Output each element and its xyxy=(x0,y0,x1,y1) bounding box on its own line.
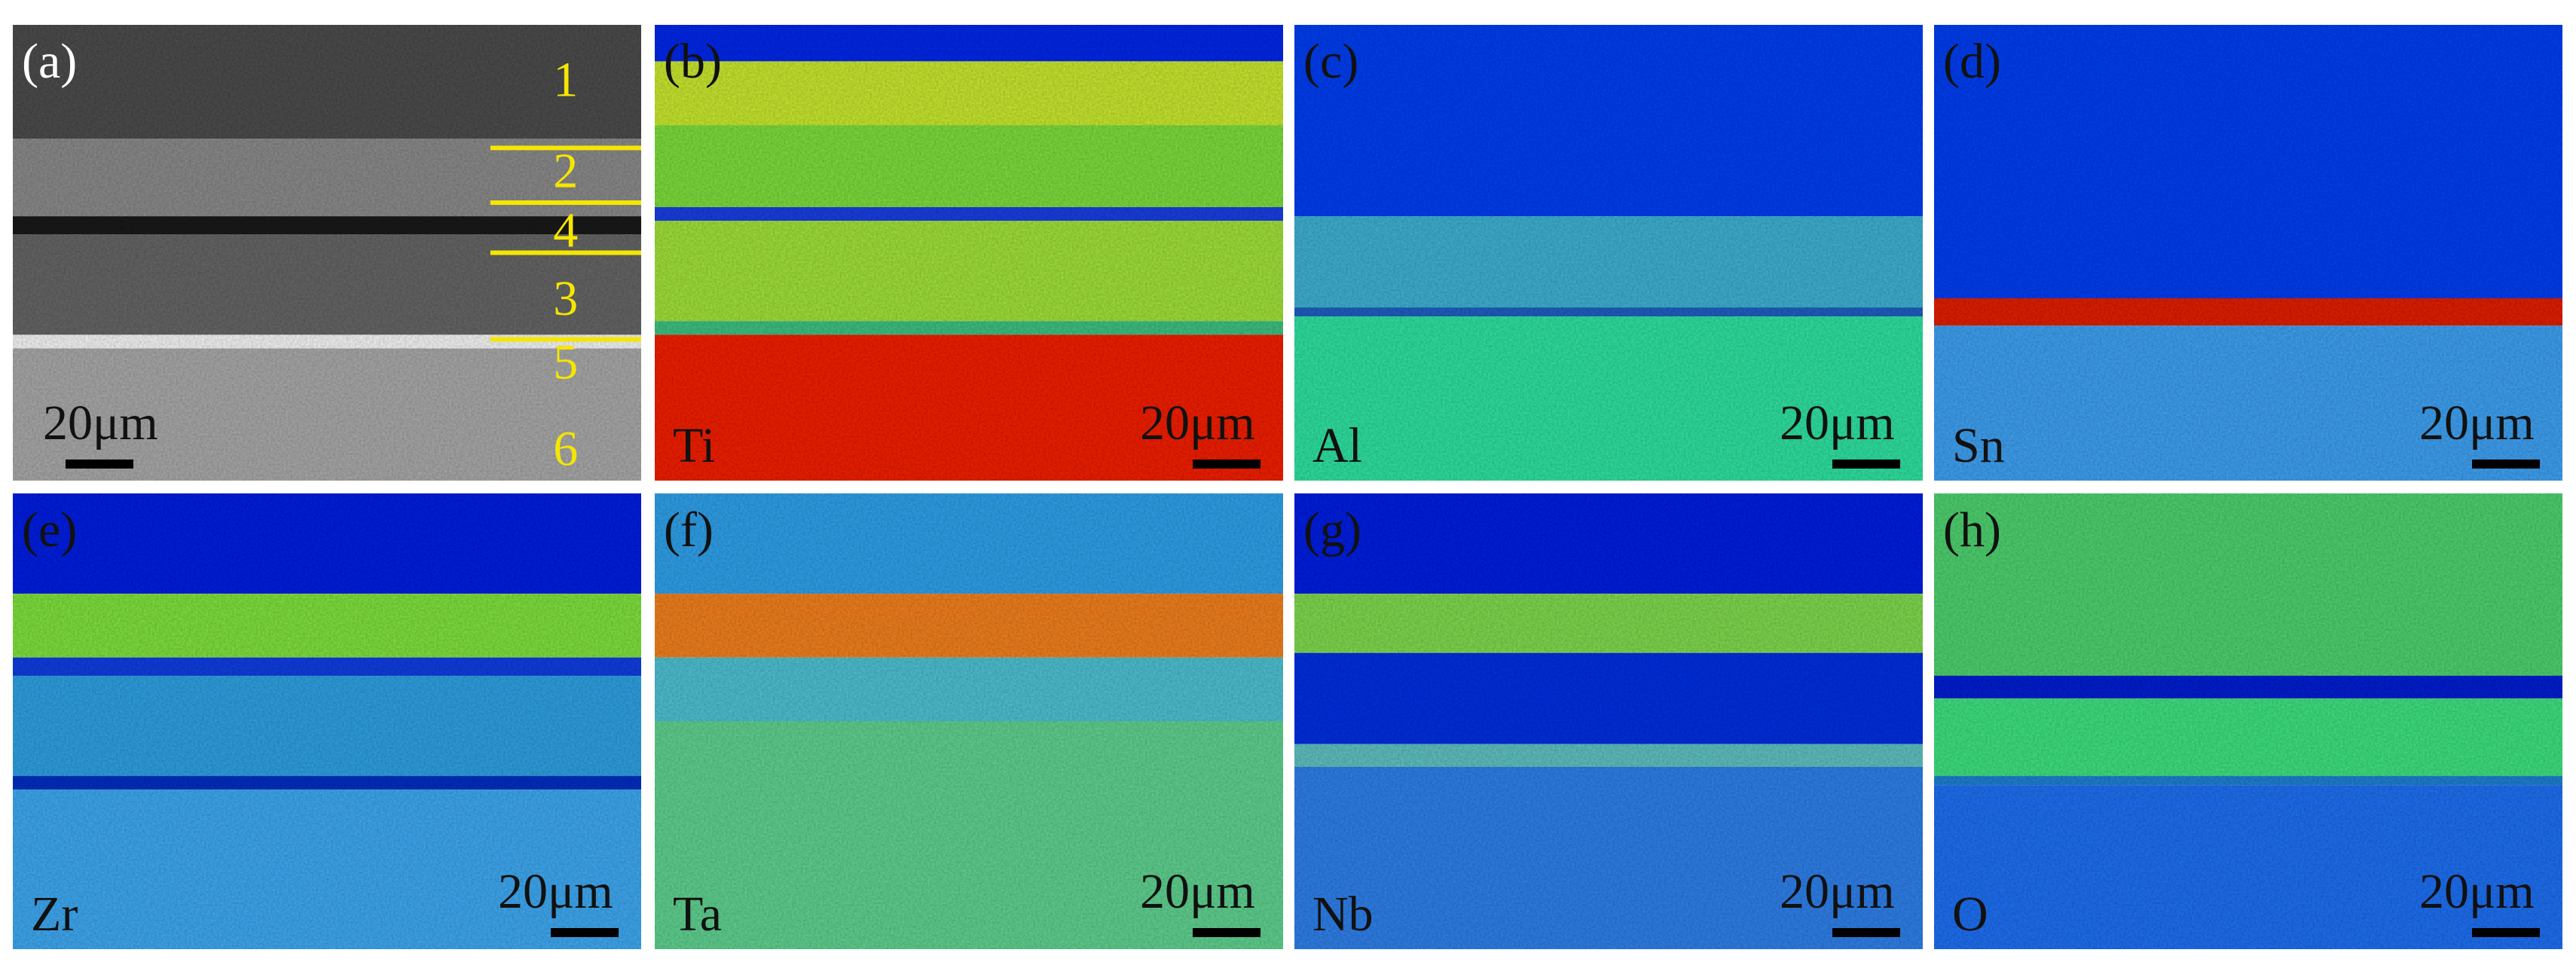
map-band xyxy=(655,594,1283,658)
map-band xyxy=(13,676,641,777)
layer-number: 5 xyxy=(553,335,578,390)
element-label: Nb xyxy=(1312,887,1374,942)
map-image xyxy=(13,493,641,949)
panel-label: (b) xyxy=(664,34,722,89)
panel-label: (c) xyxy=(1303,34,1358,89)
map-band xyxy=(13,776,641,790)
scale-bar-label: 20μm xyxy=(1780,395,1895,450)
map-band xyxy=(1294,316,1923,481)
map-band xyxy=(655,721,1283,949)
scale-bar xyxy=(2472,928,2540,937)
panel: (d) Sn 20μm xyxy=(1934,25,2562,481)
scale-bar-label: 20μm xyxy=(1140,395,1255,450)
layer-number: 6 xyxy=(553,422,578,477)
map-band xyxy=(1934,298,2562,326)
map-image xyxy=(1934,25,2562,481)
scale-bar xyxy=(1193,460,1260,469)
map-band xyxy=(655,125,1283,207)
panel-label: (e) xyxy=(22,502,77,557)
panel-label: (d) xyxy=(1943,34,2001,89)
panel-label: (h) xyxy=(1943,502,2001,557)
map-band xyxy=(655,657,1283,722)
map-band xyxy=(655,61,1283,126)
element-label: Ta xyxy=(673,887,722,942)
scale-bar xyxy=(66,460,133,469)
scale-bar xyxy=(1193,928,1260,937)
map-band xyxy=(1294,652,1923,744)
scale-bar-label: 20μm xyxy=(43,395,158,450)
map-image xyxy=(1934,493,2562,949)
map-band xyxy=(13,348,641,481)
map-band xyxy=(1934,785,2562,949)
layer-number: 4 xyxy=(553,203,578,258)
element-label: Al xyxy=(1312,418,1362,473)
map-band xyxy=(13,25,641,139)
map-band xyxy=(1294,216,1923,308)
panel: (b) Ti 20μm xyxy=(655,25,1283,481)
panel: (h) O 20μm xyxy=(1934,493,2562,949)
map-band xyxy=(13,234,641,335)
map-band xyxy=(1294,594,1923,653)
map-band xyxy=(13,216,641,235)
panel: (g) Nb 20μm xyxy=(1294,493,1923,949)
panel: (a) 20μm 1 24 3 5 6 xyxy=(13,25,641,481)
element-label: O xyxy=(1952,887,1988,942)
map-image xyxy=(1294,25,1923,481)
map-band xyxy=(655,207,1283,221)
map-band xyxy=(1294,744,1923,767)
panel: (e) Zr 20μm xyxy=(13,493,641,949)
panel-label: (g) xyxy=(1303,502,1361,557)
scale-bar xyxy=(2472,460,2540,469)
map-band xyxy=(1934,25,2562,298)
scale-bar-label: 20μm xyxy=(498,864,613,919)
map-band xyxy=(1294,493,1923,594)
layer-number: 3 xyxy=(553,271,578,326)
element-label: Zr xyxy=(31,887,78,942)
map-band xyxy=(13,334,641,349)
map-band xyxy=(13,657,641,676)
scale-bar-label: 20μm xyxy=(1140,864,1255,919)
panel-label: (f) xyxy=(664,502,714,557)
panel: (f) Ta 20μm xyxy=(655,493,1283,949)
layer-number: 2 xyxy=(553,144,578,199)
element-label: Sn xyxy=(1952,418,2005,473)
element-label: Ti xyxy=(673,418,715,473)
scale-bar xyxy=(1832,928,1900,937)
map-band xyxy=(655,321,1283,335)
scale-bar-label: 20μm xyxy=(1780,864,1895,919)
map-band xyxy=(13,493,641,594)
layer-number: 1 xyxy=(553,53,578,108)
map-band xyxy=(1934,325,2562,481)
scale-bar-label: 20μm xyxy=(2419,864,2535,919)
map-band xyxy=(655,221,1283,322)
map-image xyxy=(655,493,1283,949)
map-band xyxy=(13,789,641,949)
scale-bar xyxy=(1832,460,1900,469)
map-band xyxy=(13,594,641,658)
scale-bar xyxy=(551,928,619,937)
map-band xyxy=(1934,676,2562,699)
panel: (c) Al 20μm xyxy=(1294,25,1923,481)
map-band xyxy=(1934,493,2562,676)
map-image xyxy=(655,25,1283,481)
map-band xyxy=(655,493,1283,594)
map-band xyxy=(1294,307,1923,317)
map-band xyxy=(1934,776,2562,786)
map-image xyxy=(1294,493,1923,949)
panel-label: (a) xyxy=(22,34,77,89)
map-band xyxy=(1294,25,1923,217)
scale-bar-label: 20μm xyxy=(2419,395,2535,450)
map-band xyxy=(1934,698,2562,777)
map-band xyxy=(655,25,1283,62)
map-band xyxy=(655,334,1283,481)
map-band xyxy=(1294,767,1923,949)
